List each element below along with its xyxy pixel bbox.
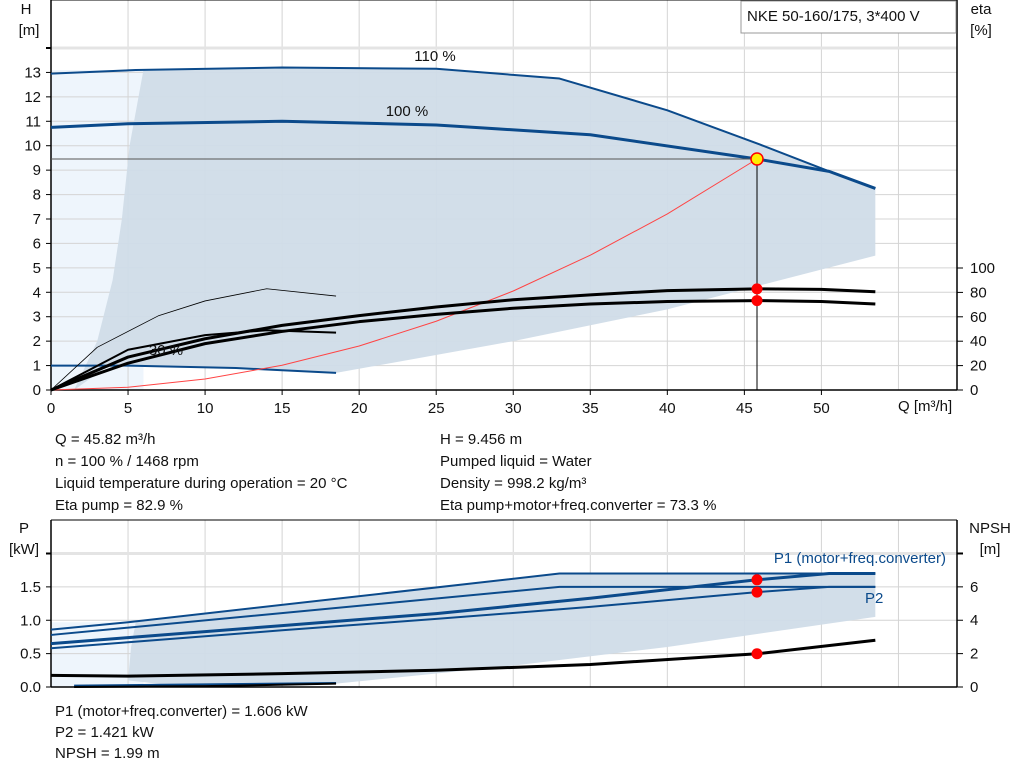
eta-total-marker bbox=[751, 295, 763, 307]
x-axis-label: Q [m³/h] bbox=[898, 398, 952, 415]
y-tick-label: 9 bbox=[33, 162, 41, 179]
info-p1: P1 (motor+freq.converter) = 1.606 kW bbox=[55, 703, 308, 720]
eta-pump-marker bbox=[751, 283, 763, 295]
p2-marker bbox=[751, 586, 763, 598]
label-100: 100 % bbox=[386, 103, 429, 120]
info-npsh: NPSH = 1.99 m bbox=[55, 745, 160, 762]
y-tick-label: 5 bbox=[33, 260, 41, 277]
y2-axis-label-eta: eta bbox=[971, 1, 993, 18]
info-density: Density = 998.2 kg/m³ bbox=[440, 475, 587, 492]
x-tick-label: 10 bbox=[197, 400, 214, 417]
npsh-marker bbox=[751, 648, 763, 660]
y2-tick-label: 0 bbox=[970, 679, 978, 696]
head-efficiency-chart: 0 5 10 15 20 25 30 35 40 45 5001234567891011121302… bbox=[24, 0, 995, 417]
y2-tick-label: 60 bbox=[970, 309, 987, 326]
y-tick-label: 12 bbox=[24, 89, 41, 106]
p1-series-label: P1 (motor+freq.converter) bbox=[774, 550, 946, 567]
x-tick-label: 25 bbox=[428, 400, 445, 417]
y2-tick-label: 0 bbox=[970, 382, 978, 399]
y-tick-label: 1.5 bbox=[20, 579, 41, 596]
y-axis-label-h: H bbox=[21, 1, 32, 18]
y2-tick-label: 6 bbox=[970, 579, 978, 596]
y-tick-label: 11 bbox=[25, 113, 41, 130]
series-line-3 bbox=[50, 585, 876, 636]
x-tick-label: 5 bbox=[124, 400, 132, 417]
chart-title: NKE 50-160/175, 3*400 V bbox=[747, 8, 920, 25]
operating-area bbox=[128, 573, 876, 686]
y-tick-label: 2 bbox=[33, 333, 41, 350]
x-tick-label: 35 bbox=[582, 400, 599, 417]
y-tick-label: 0 bbox=[33, 382, 41, 399]
info-temperature: Liquid temperature during operation = 20… bbox=[55, 475, 348, 492]
x-tick-label: 50 bbox=[813, 400, 830, 417]
info-eta-total: Eta pump+motor+freq.converter = 73.3 % bbox=[440, 497, 717, 514]
y-axis-unit-h: [m] bbox=[19, 22, 40, 39]
y-tick-label: 1.0 bbox=[20, 612, 41, 629]
y-tick-label: 6 bbox=[33, 235, 41, 252]
y2-tick-label: 20 bbox=[970, 358, 987, 375]
p2-series-label: P2 bbox=[865, 590, 883, 607]
info-h: H = 9.456 m bbox=[440, 431, 523, 448]
y-tick-label: 0.5 bbox=[20, 646, 41, 663]
x-tick-label: 15 bbox=[274, 400, 291, 417]
info-eta-pump: Eta pump = 82.9 % bbox=[55, 497, 183, 514]
y-tick-label: 10 bbox=[24, 138, 41, 155]
x-tick-label: 40 bbox=[659, 400, 676, 417]
y2-tick-label: 40 bbox=[970, 333, 987, 350]
y2-axis-label-npsh: NPSH bbox=[969, 520, 1011, 537]
x-tick-label: 45 bbox=[736, 400, 753, 417]
y-tick-label: 7 bbox=[33, 211, 41, 228]
info-p2: P2 = 1.421 kW bbox=[55, 724, 154, 741]
y2-tick-label: 2 bbox=[970, 646, 978, 663]
series-line-0 bbox=[50, 572, 876, 646]
info-liquid: Pumped liquid = Water bbox=[440, 453, 592, 470]
series-line-5 bbox=[50, 299, 876, 392]
series-line-6 bbox=[74, 682, 337, 688]
series-line-6 bbox=[50, 288, 337, 391]
y-tick-label: 1 bbox=[33, 358, 41, 375]
x-tick-label: 30 bbox=[505, 400, 522, 417]
series-line-2 bbox=[50, 572, 876, 631]
info-speed: n = 100 % / 1468 rpm bbox=[55, 453, 199, 470]
series-line-7 bbox=[50, 329, 337, 391]
y2-tick-label: 80 bbox=[970, 284, 987, 301]
y2-tick-label: 4 bbox=[970, 612, 978, 629]
x-tick-label: 0 bbox=[47, 400, 55, 417]
y2-tick-label: 100 bbox=[970, 260, 995, 277]
label-30: 30 % bbox=[149, 342, 183, 359]
info-q: Q = 45.82 m³/h bbox=[55, 431, 156, 448]
series-line-4 bbox=[74, 681, 337, 687]
y-axis-unit-p: [kW] bbox=[9, 541, 39, 558]
y-tick-label: 13 bbox=[24, 64, 41, 81]
y2-axis-unit-eta: [%] bbox=[970, 22, 992, 39]
series-line-2 bbox=[51, 364, 337, 374]
p1-marker bbox=[751, 574, 763, 586]
y-tick-label: 3 bbox=[33, 309, 41, 326]
label-110: 110 % bbox=[414, 48, 455, 65]
y-axis-label-p: P bbox=[19, 520, 29, 537]
series-line-1 bbox=[50, 119, 876, 190]
series-line-0 bbox=[50, 66, 876, 190]
y-tick-label: 8 bbox=[33, 187, 41, 204]
x-tick-label: 20 bbox=[351, 400, 368, 417]
series-line-4 bbox=[50, 287, 876, 392]
series-line-3 bbox=[50, 158, 758, 391]
operating-point-marker bbox=[750, 152, 764, 166]
legend-box: NKE 50-160/175, 3*400 V bbox=[740, 0, 957, 34]
y-tick-label: 0.0 bbox=[20, 679, 41, 696]
y2-axis-unit-npsh: [m] bbox=[980, 541, 1001, 558]
y-tick-label: 4 bbox=[33, 284, 41, 301]
power-npsh-chart: 0.0 0.5 1.0 1.5 0 2 4 6 bbox=[20, 519, 978, 696]
